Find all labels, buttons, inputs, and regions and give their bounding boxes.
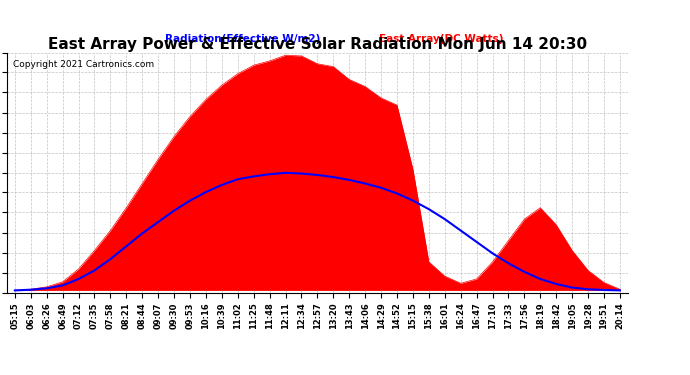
Text: Radiation(Effective W/m2): Radiation(Effective W/m2) (165, 34, 321, 44)
Title: East Array Power & Effective Solar Radiation Mon Jun 14 20:30: East Array Power & Effective Solar Radia… (48, 38, 587, 52)
Text: East Array(DC Watts): East Array(DC Watts) (380, 34, 504, 44)
Text: Copyright 2021 Cartronics.com: Copyright 2021 Cartronics.com (13, 60, 155, 69)
